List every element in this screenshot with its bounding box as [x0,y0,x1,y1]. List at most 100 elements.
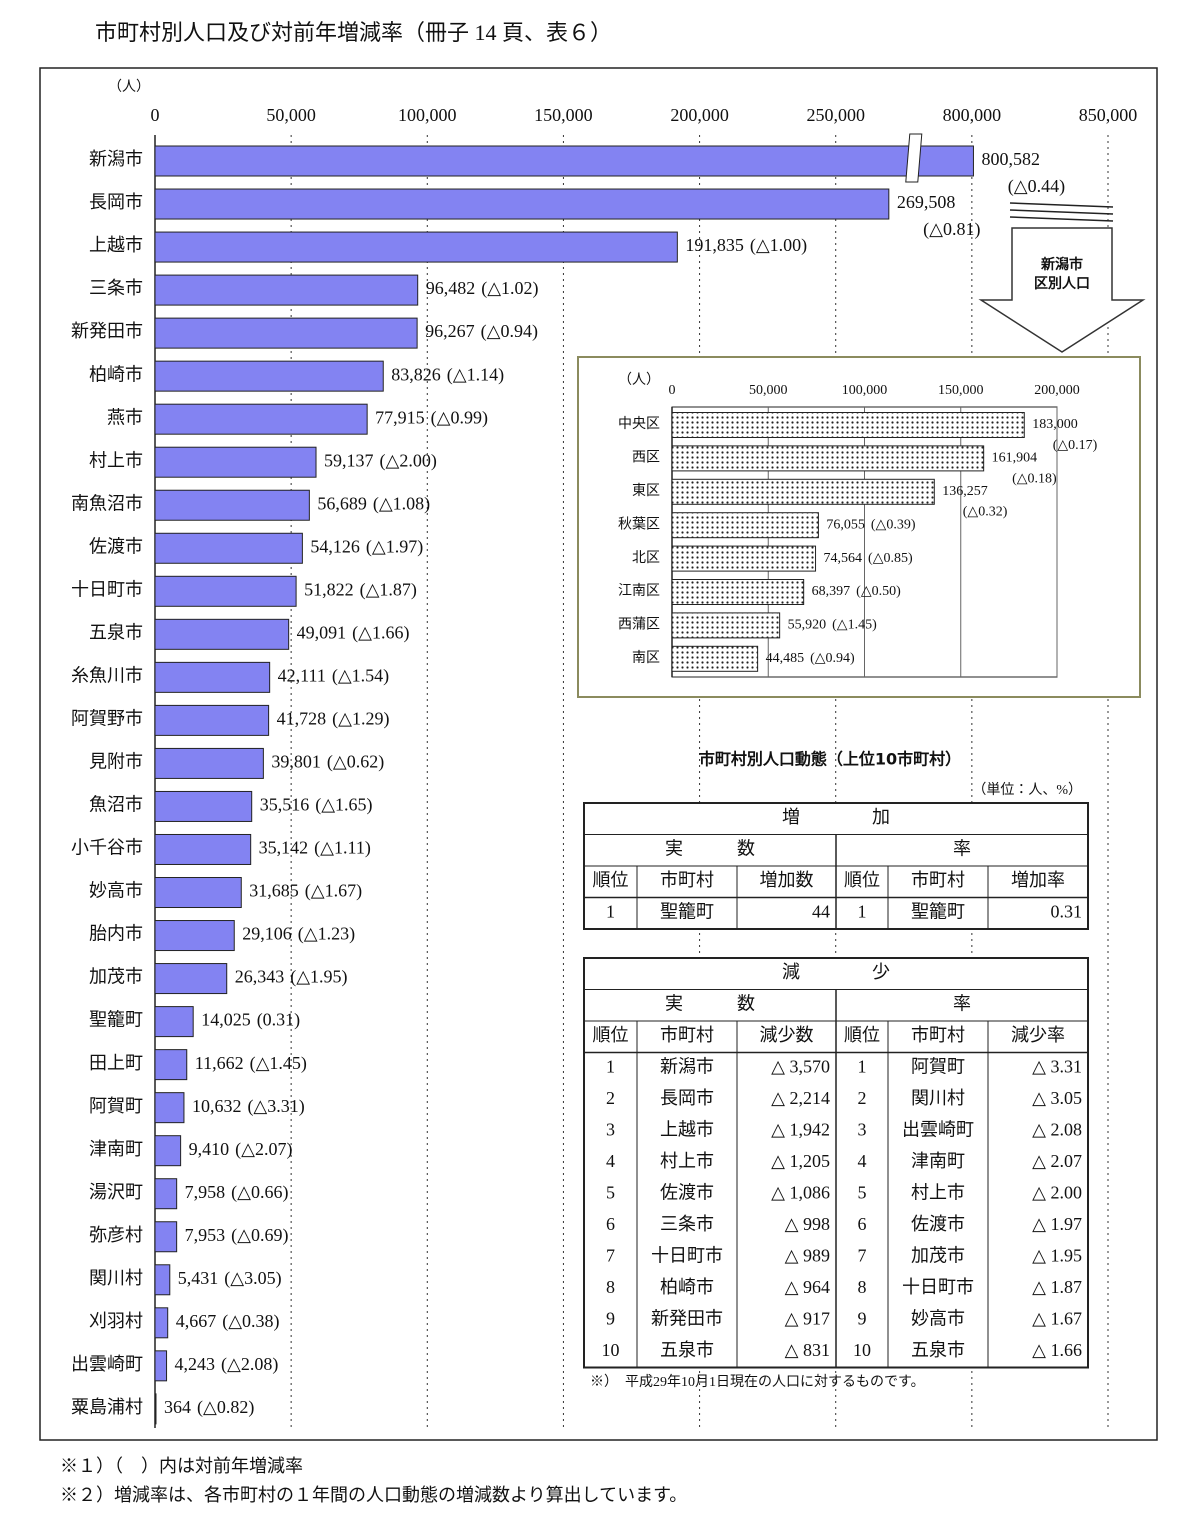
rate-label: (△2.08) [221,1354,278,1375]
table-cell: △ 3.05 [1032,1088,1082,1108]
category-label: 田上町 [89,1053,143,1073]
category-label: 五泉市 [89,622,143,642]
bar [154,618,290,650]
rate-label: (△0.17) [1053,438,1098,453]
table-cell: △ 3,570 [771,1056,830,1076]
value-label: 55,920 [788,618,827,633]
table-cell: 津南町 [911,1151,965,1171]
x-tick-label: 200,000 [1034,383,1080,398]
value-label: 183,000 [1032,417,1078,432]
x-tick-label: 50,000 [749,383,788,398]
table-group: 率 [953,993,971,1013]
table-cell: △ 1.97 [1032,1214,1082,1234]
rate-label: (△0.66) [231,1182,288,1203]
bar [671,478,935,505]
value-label: 364 [164,1397,191,1417]
category-label: 胎内市 [89,924,143,944]
rate-label: (△1.87) [360,579,417,600]
table-group: 実 数 [665,993,755,1013]
table-cell: 1 [606,901,615,921]
table-cell: 10 [602,1340,620,1360]
footnote: ※１）（ ）内は対前年増減率 [60,1456,303,1476]
table-heading: 増 加 [782,807,890,827]
value-label: 59,137 [324,450,374,470]
rate-label: (△0.50) [856,584,901,599]
table-cell: △ 1,205 [771,1151,830,1171]
table-column: 増加数 [760,870,814,890]
category-label: 南区 [632,650,660,666]
table-cell: △ 989 [785,1245,830,1265]
value-label: 4,667 [176,1311,217,1331]
table-cell: △ 964 [785,1277,830,1297]
category-label: 三条市 [89,278,143,298]
value-label: 269,508 [897,192,956,212]
rate-label: (△0.62) [327,752,384,773]
rate-label: (△1.45) [250,1053,307,1074]
value-label: 11,662 [195,1053,244,1073]
category-label: 関川村 [89,1268,143,1288]
table-column: 順位 [593,870,629,890]
category-label: 燕市 [107,407,143,427]
category-label: 西蒲区 [618,617,660,633]
value-label: 31,685 [249,881,299,901]
table-cell: △ 2.07 [1032,1151,1082,1171]
callout-text: 区別人口 [1034,276,1090,292]
table-cell: 聖籠町 [660,901,714,921]
bar [671,512,819,539]
table-cell: 新潟市 [660,1056,714,1076]
rate-label: (△0.69) [231,1225,288,1246]
table-cell: △ 917 [785,1308,830,1328]
table-cell: 佐渡市 [660,1182,714,1202]
rate-label: (△1.23) [298,924,355,945]
rate-label: (△0.39) [871,517,916,532]
table-cell: △ 1.87 [1032,1277,1082,1297]
table-cell: 出雲崎町 [902,1119,974,1139]
rate-label: (△1.97) [366,536,423,557]
table-cell: 2 [606,1088,615,1108]
bar [154,532,303,564]
value-label: 39,801 [271,752,321,772]
table-cell: △ 2,214 [771,1088,830,1108]
table-column: 減少数 [760,1025,814,1045]
bar [154,1393,157,1425]
category-label: 聖籠町 [89,1010,143,1030]
value-label: 7,953 [185,1225,226,1245]
rate-label: (0.31) [257,1010,301,1031]
table-cell: 新発田市 [651,1308,723,1328]
table-column: 市町村 [660,870,714,890]
break-symbol [1009,216,1114,222]
table-cell: 7 [858,1245,867,1265]
value-label: 35,516 [260,795,310,815]
value-label: 76,055 [826,517,865,532]
value-label: 5,431 [178,1268,219,1288]
category-label: 阿賀野市 [71,709,143,729]
rate-label: (△2.00) [380,450,437,471]
bar [154,1350,168,1382]
bar [154,446,317,478]
bar [154,1264,171,1296]
rate-label: (△1.67) [305,881,362,902]
rate-label: (△1.11) [314,838,371,859]
table-cell: △ 1.95 [1032,1245,1082,1265]
value-label: 7,958 [185,1182,226,1202]
table-cell: 10 [853,1340,871,1360]
category-label: 南魚沼市 [71,493,143,513]
value-label: 96,267 [425,321,475,341]
category-label: 湯沢町 [89,1182,143,1202]
table-column: 増加率 [1011,870,1065,890]
table-cell: 2 [858,1088,867,1108]
value-label: 136,257 [942,484,988,499]
break-symbol [1009,209,1114,215]
table-cell: △ 831 [785,1340,830,1360]
table-cell: 柏崎市 [660,1277,714,1297]
table-cell: 9 [606,1308,615,1328]
bar [154,403,368,435]
category-label: 小千谷市 [71,838,143,858]
bar [671,645,759,672]
category-label: 東区 [632,483,660,499]
value-label: 10,632 [192,1096,242,1116]
bar [154,877,242,909]
value-label: 49,091 [297,622,347,642]
value-label: 35,142 [259,838,309,858]
